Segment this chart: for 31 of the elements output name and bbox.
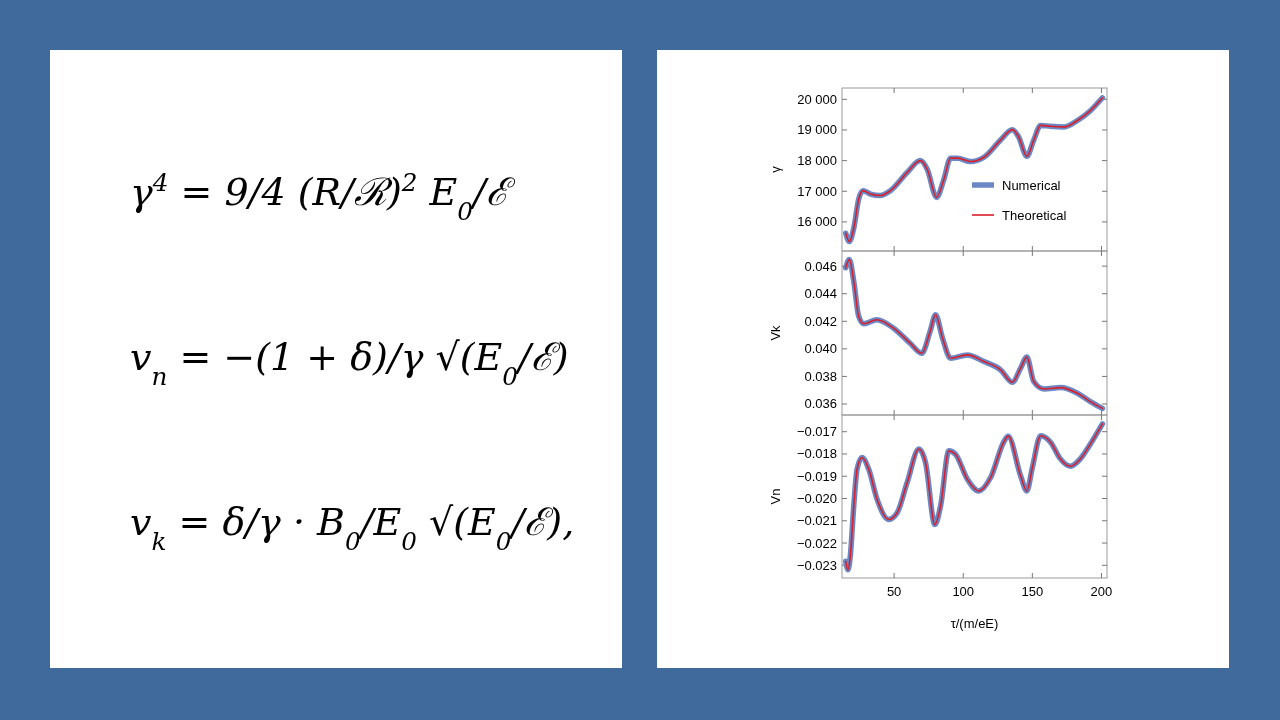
y-tick-label: −0.019 bbox=[796, 468, 837, 484]
legend-label: Numerical bbox=[1002, 178, 1061, 193]
y-tick-label: 19 000 bbox=[797, 122, 837, 138]
y-tick-label: 0.040 bbox=[804, 341, 837, 357]
x-axis-title: τ/(m/eE) bbox=[950, 616, 999, 631]
y-tick-label: 16 000 bbox=[797, 214, 837, 230]
y-tick-label: −0.017 bbox=[796, 424, 837, 440]
y-tick-label: 17 000 bbox=[797, 183, 837, 199]
y-tick-label: −0.020 bbox=[796, 491, 837, 506]
x-tick-label: 150 bbox=[1021, 584, 1044, 599]
x-tick-label: 100 bbox=[952, 584, 975, 599]
x-tick-label: 200 bbox=[1090, 584, 1113, 599]
y-axis-title: γ bbox=[768, 165, 783, 173]
y-tick-label: 18 000 bbox=[797, 153, 837, 169]
y-tick-label: 0.042 bbox=[804, 313, 837, 329]
legend-label: Theoretical bbox=[1002, 208, 1067, 223]
y-tick-label: −0.021 bbox=[796, 513, 837, 529]
y-tick-label: 0.044 bbox=[804, 286, 837, 302]
y-axis-title: Vn bbox=[768, 488, 783, 505]
y-tick-label: −0.023 bbox=[796, 557, 837, 573]
text: γ$^{4}$ = 9/4 (R/ℛ)$^{2}$ E$_{0}$/ℰ bbox=[130, 167, 516, 226]
y-tick-label: −0.022 bbox=[796, 535, 837, 551]
y-tick-label: 20 000 bbox=[797, 91, 837, 107]
x-tick-label: 50 bbox=[886, 584, 902, 599]
text: v$_{n}$ = −(1 + δ)/γ √(E$_{0}$/ℰ) bbox=[130, 335, 569, 391]
y-axis-title: Vk bbox=[768, 324, 783, 341]
y-tick-label: 0.038 bbox=[804, 368, 837, 384]
y-tick-label: 0.046 bbox=[804, 258, 837, 274]
text: v$_{k}$ = δ/γ · B$_{0}$/E$_{0}$ √(E$_{0}$/ℰ), bbox=[130, 500, 575, 556]
y-tick-label: 0.036 bbox=[804, 396, 837, 412]
y-tick-label: −0.018 bbox=[796, 446, 837, 462]
